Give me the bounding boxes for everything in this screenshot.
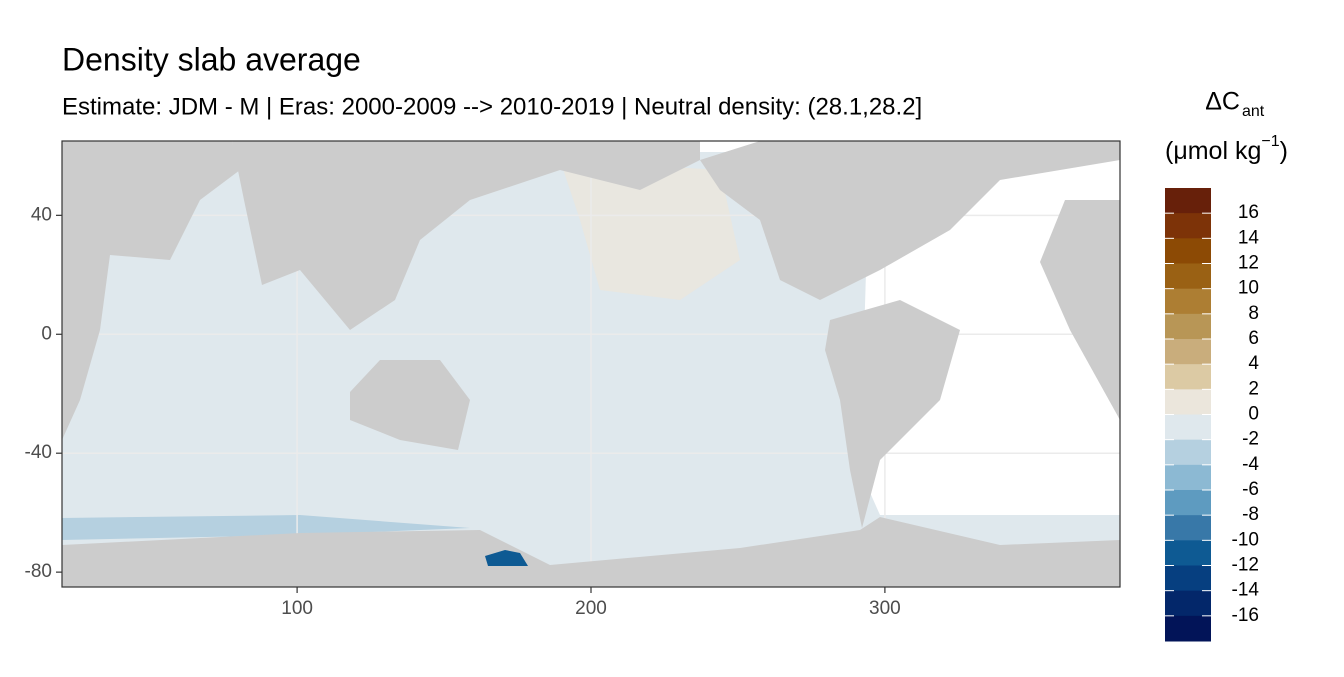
colorbar-bin — [1165, 364, 1211, 390]
legend-unit-exponent: −1 — [1261, 133, 1279, 150]
land — [62, 141, 1120, 587]
y-tick-label: 40 — [31, 204, 52, 225]
x-tick-label: 100 — [281, 598, 313, 619]
negative-area — [485, 550, 528, 566]
land-antarctica — [62, 517, 1120, 587]
legend-title-subscript: ant — [1242, 103, 1265, 120]
colorbar-bin — [1165, 615, 1211, 642]
legend-unit: (μmol kg−1) — [1165, 133, 1288, 164]
colorbar-bin — [1165, 263, 1211, 290]
colorbar-label: 14 — [1238, 227, 1260, 248]
colorbar-label: -6 — [1242, 479, 1259, 500]
colorbar-label: -10 — [1232, 529, 1259, 550]
land-south-america — [825, 300, 960, 528]
legend-title: ΔC — [1205, 88, 1240, 116]
land-africa-europe — [62, 141, 240, 440]
colorbar-bin — [1165, 490, 1211, 516]
land-north-america — [700, 141, 1120, 300]
x-tick-label: 300 — [869, 598, 901, 619]
chart-subtitle: Estimate: JDM - M | Eras: 2000-2009 --> … — [62, 93, 922, 120]
x-tick-label: 200 — [575, 598, 607, 619]
colorbar-bin — [1165, 515, 1211, 541]
colorbar-label: -8 — [1242, 504, 1259, 525]
colorbar-label: 4 — [1248, 353, 1259, 374]
land-asia — [232, 141, 700, 330]
land-africa — [1040, 200, 1120, 420]
colorbar-label: -14 — [1232, 580, 1260, 601]
positive-area — [560, 160, 740, 300]
colorbar-label: -16 — [1232, 605, 1259, 626]
colorbar-bin — [1165, 213, 1211, 239]
colorbar-label: 8 — [1248, 303, 1259, 324]
colorbar-label: 12 — [1238, 253, 1259, 274]
colorbar-bin — [1165, 464, 1211, 491]
colorbar-bin — [1165, 188, 1211, 214]
y-tick-label: 0 — [41, 323, 52, 344]
colorbar-bin — [1165, 389, 1211, 415]
negative-area — [62, 515, 470, 540]
colorbar-bin — [1165, 540, 1211, 566]
legend-unit-open: (μmol kg — [1165, 137, 1261, 165]
colorbar-label: -12 — [1232, 555, 1259, 576]
colorbar-bin — [1165, 339, 1211, 365]
colorbar-label: 6 — [1248, 328, 1259, 349]
colorbar-bin — [1165, 590, 1211, 617]
colorbar-label: -4 — [1242, 454, 1259, 475]
colorbar-bin — [1165, 313, 1211, 340]
colorbar-label: -2 — [1242, 429, 1259, 450]
colorbar-label: 0 — [1248, 404, 1259, 425]
chart-title: Density slab average — [62, 41, 361, 77]
colorbar-bin — [1165, 414, 1211, 441]
colorbar-label: 10 — [1238, 278, 1259, 299]
colorbar-label: 16 — [1238, 202, 1259, 223]
y-tick-label: -80 — [25, 561, 52, 582]
colorbar-bin — [1165, 238, 1211, 264]
y-tick-label: -40 — [25, 442, 52, 463]
colorbar-bin — [1165, 439, 1211, 466]
land-australia — [350, 360, 470, 450]
colorbar-bin — [1165, 565, 1211, 592]
legend-unit-close: ) — [1280, 137, 1288, 165]
colorbar-label: 2 — [1248, 378, 1259, 399]
colorbar-bin — [1165, 288, 1211, 315]
